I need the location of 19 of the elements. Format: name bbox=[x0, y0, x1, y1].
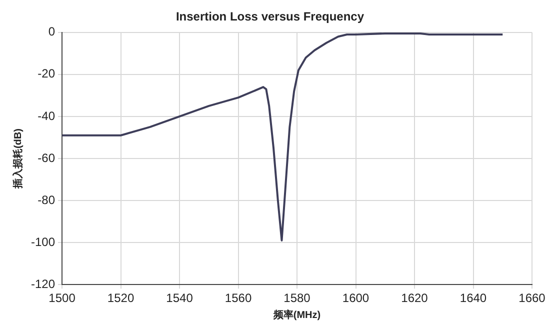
y-tick-label: -100 bbox=[30, 234, 56, 249]
y-tick-label: -80 bbox=[38, 192, 56, 207]
y-tick-label: -40 bbox=[38, 108, 56, 123]
x-axis-title: 频率(MHz) bbox=[272, 308, 321, 321]
y-axis-title: 插入损耗(dB) bbox=[12, 128, 24, 190]
x-tick-label: 1520 bbox=[107, 291, 134, 306]
y-tick-label: -20 bbox=[38, 66, 56, 81]
chart-title: Insertion Loss versus Frequency bbox=[176, 10, 364, 24]
y-tick-label: 0 bbox=[48, 24, 56, 39]
x-tick-label: 1540 bbox=[166, 291, 194, 306]
x-tick-label: 1500 bbox=[48, 291, 76, 306]
x-tick-label: 1580 bbox=[284, 291, 311, 306]
x-tick-label: 1640 bbox=[460, 291, 487, 306]
x-tick-label: 1620 bbox=[401, 291, 428, 306]
x-tick-label: 1560 bbox=[224, 291, 252, 306]
y-tick-label: -60 bbox=[38, 150, 56, 165]
y-tick-label: -120 bbox=[30, 276, 56, 291]
x-tick-label: 1600 bbox=[342, 291, 370, 306]
x-tick-label: 1660 bbox=[518, 291, 546, 306]
